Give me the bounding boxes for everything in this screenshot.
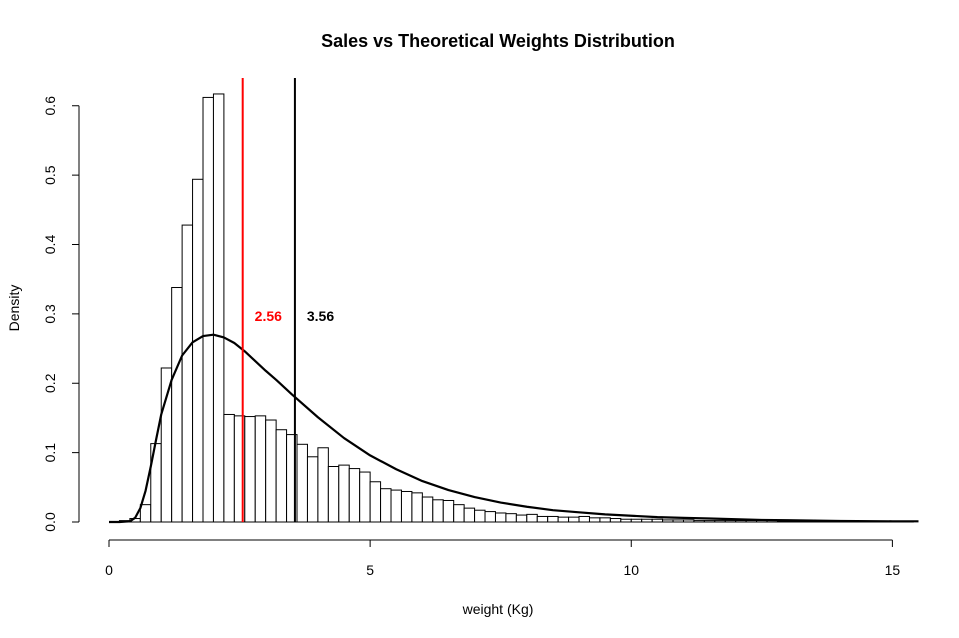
theoretical-curve-layer bbox=[109, 333, 919, 524]
histogram-bar bbox=[588, 517, 601, 523]
histogram-bar bbox=[672, 519, 684, 523]
histogram-bar bbox=[651, 518, 664, 523]
y-tick-label: 0.2 bbox=[42, 373, 58, 393]
x-tick-label: 5 bbox=[366, 562, 374, 578]
x-axis: 0 5 10 15 bbox=[105, 539, 901, 578]
histogram-bar bbox=[526, 513, 538, 523]
histogram-bar bbox=[348, 468, 361, 523]
theoretical-density-curve bbox=[109, 333, 919, 524]
reference-line-label: 2.56 bbox=[255, 308, 282, 324]
histogram-bar bbox=[265, 419, 277, 523]
histogram-bar bbox=[505, 513, 517, 523]
histogram-bar bbox=[380, 488, 392, 523]
histogram-bar bbox=[327, 466, 340, 523]
histogram-bar bbox=[421, 496, 434, 523]
histogram-bar bbox=[139, 504, 152, 523]
histogram-bar bbox=[724, 520, 737, 523]
histogram-bar bbox=[369, 481, 382, 523]
histogram-bar bbox=[578, 515, 590, 523]
y-tick-label: 0.1 bbox=[42, 443, 58, 463]
histogram-bar bbox=[254, 415, 267, 523]
histogram-bar bbox=[390, 489, 402, 523]
histogram-bar bbox=[171, 287, 183, 523]
histogram-bar bbox=[181, 224, 194, 523]
histogram-bar bbox=[620, 518, 632, 523]
histogram-bar bbox=[662, 519, 674, 523]
histogram-bar bbox=[714, 520, 726, 523]
histogram-bar bbox=[547, 515, 559, 523]
histogram-bar bbox=[160, 367, 173, 523]
reference-line-label: 3.56 bbox=[307, 308, 334, 324]
histogram-bar bbox=[212, 93, 225, 523]
histogram-bar bbox=[515, 514, 528, 523]
histogram-bar bbox=[568, 516, 580, 523]
histogram-bar bbox=[296, 443, 308, 523]
histogram-bar bbox=[474, 509, 486, 523]
y-tick-label: 0.3 bbox=[42, 304, 58, 324]
histogram-bar bbox=[453, 504, 465, 523]
x-tick-label: 0 bbox=[105, 562, 113, 578]
y-tick-label: 0.6 bbox=[42, 96, 58, 116]
histogram-bar bbox=[494, 512, 507, 523]
histogram-bar bbox=[306, 456, 319, 523]
histogram-bar bbox=[599, 517, 611, 523]
histogram-bar bbox=[630, 518, 643, 523]
histogram-bar bbox=[192, 178, 204, 523]
histogram-bar bbox=[557, 516, 570, 523]
histogram-bar bbox=[536, 515, 549, 523]
histogram-bar bbox=[735, 520, 747, 523]
histogram-bar bbox=[338, 464, 350, 523]
reference-lines: 2.56 3.56 bbox=[241, 78, 334, 522]
histogram-bar bbox=[223, 413, 235, 523]
histogram-bar bbox=[275, 429, 288, 523]
histogram-bar bbox=[463, 507, 476, 523]
y-axis-label: Density bbox=[6, 285, 22, 332]
histogram-bar bbox=[609, 518, 622, 523]
histogram-bar bbox=[400, 490, 413, 523]
x-tick-label: 15 bbox=[885, 562, 901, 578]
y-tick-label: 0.5 bbox=[42, 165, 58, 185]
histogram-bar bbox=[359, 471, 371, 523]
y-tick-label: 0.0 bbox=[42, 512, 58, 532]
histogram-bar bbox=[442, 499, 455, 523]
histogram-bar bbox=[776, 520, 789, 523]
histogram-bar bbox=[244, 416, 256, 523]
histogram-bar bbox=[682, 519, 695, 523]
y-tick-label: 0.4 bbox=[42, 235, 58, 255]
histogram-bar bbox=[641, 518, 653, 523]
chart-title: Sales vs Theoretical Weights Distributio… bbox=[321, 31, 675, 51]
x-axis-label: weight (Kg) bbox=[462, 601, 534, 617]
histogram-bar bbox=[693, 520, 705, 523]
y-axis: 0.0 0.1 0.2 0.3 0.4 0.5 0.6 bbox=[42, 96, 80, 532]
histogram-bar bbox=[432, 499, 444, 523]
histogram-bar bbox=[411, 492, 423, 523]
histogram-bar bbox=[202, 96, 214, 523]
histogram-bars bbox=[118, 93, 914, 523]
histogram-bar bbox=[317, 447, 329, 523]
histogram-bar bbox=[703, 520, 716, 523]
histogram-bar bbox=[484, 511, 496, 523]
x-tick-label: 10 bbox=[623, 562, 639, 578]
